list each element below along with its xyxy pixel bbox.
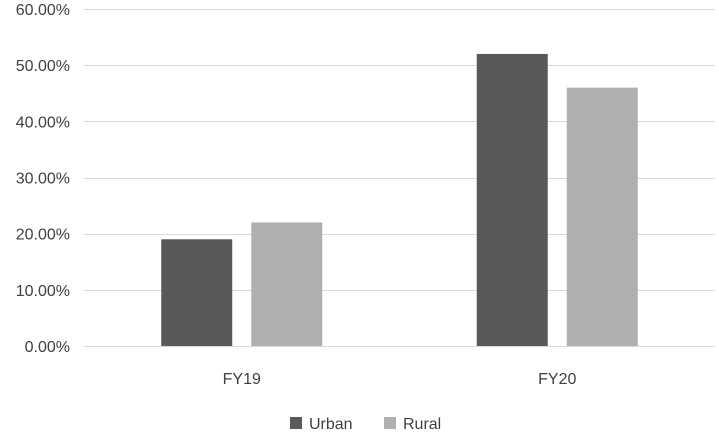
x-tick-label: FY20 (538, 371, 576, 388)
bars (161, 53, 638, 346)
legend[interactable]: Urban Rural (290, 416, 441, 433)
bar-urban-fy19 (161, 239, 233, 346)
y-tick-label: 50.00% (16, 58, 70, 75)
y-tick-label: 20.00% (16, 227, 70, 244)
legend-label: Urban (309, 416, 353, 433)
x-axis: FY19 FY20 (84, 346, 715, 388)
y-axis: 0.00% 10.00% 20.00% 30.00% 40.00% 50.00% 60.00… (16, 2, 70, 356)
x-tick-label: FY19 (223, 371, 261, 388)
bar-urban-fy20 (476, 53, 548, 346)
y-tick-label: 30.00% (16, 171, 70, 188)
y-tick-label: 0.00% (25, 339, 70, 356)
y-tick-label: 40.00% (16, 114, 70, 131)
y-tick-label: 10.00% (16, 283, 70, 300)
bar-rural-fy19 (251, 222, 323, 346)
y-tick-label: 60.00% (16, 2, 70, 19)
bar-rural-fy20 (566, 87, 638, 346)
legend-item-urban[interactable]: Urban (290, 416, 353, 433)
legend-item-rural[interactable]: Rural (384, 416, 441, 433)
legend-label: Rural (403, 416, 441, 433)
legend-swatch (290, 417, 302, 429)
legend-swatch (384, 417, 396, 429)
